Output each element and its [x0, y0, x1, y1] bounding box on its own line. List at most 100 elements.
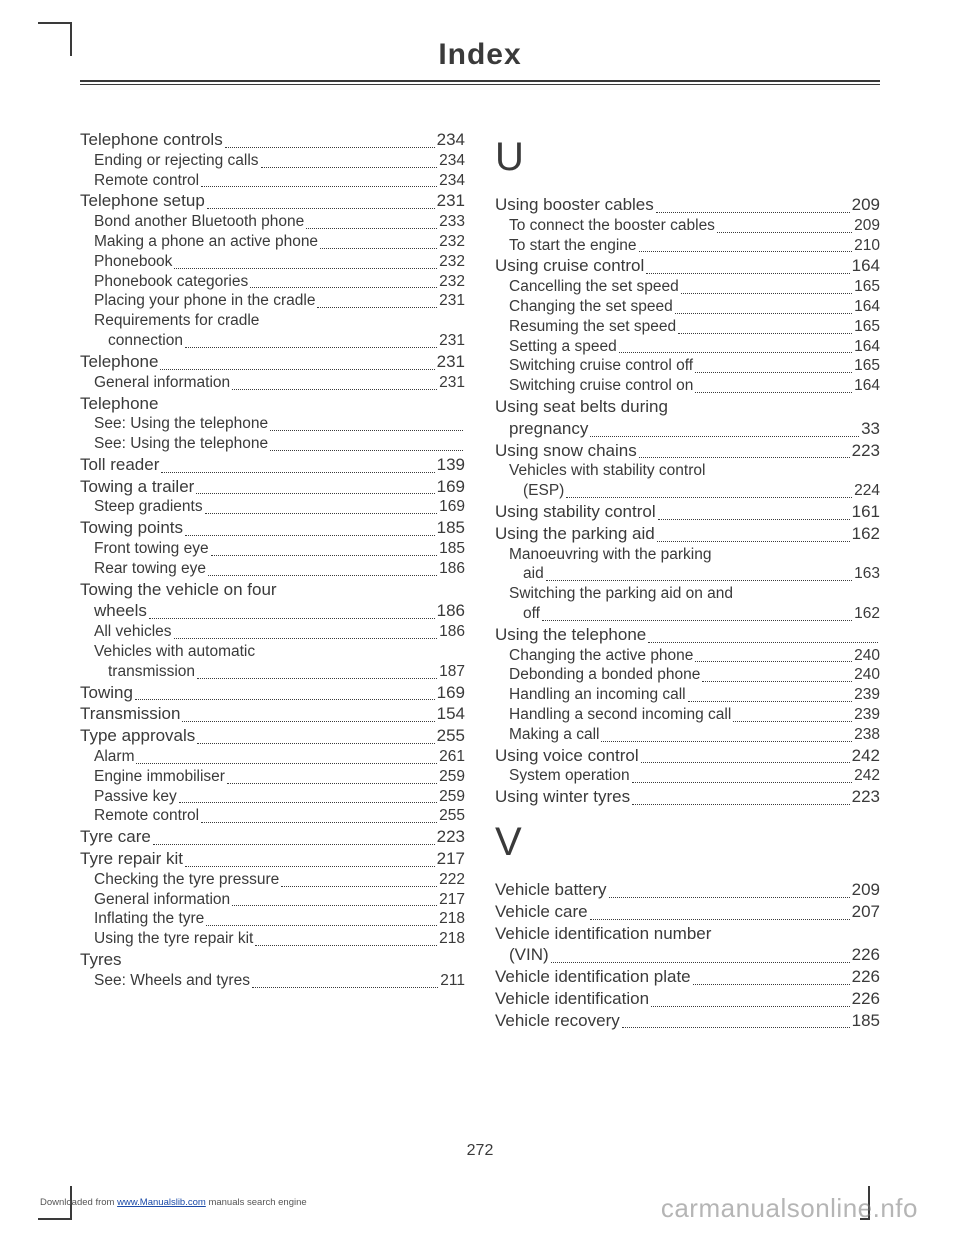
index-entry-primary: Tyres: [80, 949, 465, 971]
index-entry-secondary: Inflating the tyre218: [80, 909, 465, 929]
index-entry-primary: Towing the vehicle on four: [80, 579, 465, 601]
index-entry-label: Type approvals: [80, 725, 195, 747]
index-entry-label: pregnancy: [509, 418, 588, 440]
index-entry-page: 169: [437, 476, 465, 498]
index-entry-label: Using stability control: [495, 501, 656, 523]
index-entry-primary: Type approvals 255: [80, 725, 465, 747]
leader-dots: [632, 797, 850, 806]
index-entry-label: aid: [523, 564, 544, 584]
index-entry-primary: (VIN)226: [495, 944, 880, 966]
index-entry-label: Placing your phone in the cradle: [94, 291, 315, 311]
index-entry-secondary: System operation242: [495, 766, 880, 786]
index-entry-page: 217: [439, 890, 465, 910]
index-entry-label: Switching the parking aid on and: [509, 584, 733, 604]
index-entry-label: Remote control: [94, 171, 199, 191]
index-entry-page: 186: [437, 600, 465, 622]
index-entry-page: 234: [437, 129, 465, 151]
index-column-left: Telephone controls234Ending or rejecting…: [80, 129, 465, 1031]
index-entry-label: Steep gradients: [94, 497, 203, 517]
leader-dots: [639, 450, 850, 459]
leader-dots: [206, 918, 437, 927]
leader-dots: [695, 365, 852, 374]
index-entry-page: 261: [439, 747, 465, 767]
page-content: Index Telephone controls234Ending or rej…: [80, 38, 880, 1031]
index-entry-secondary: Bond another Bluetooth phone233: [80, 212, 465, 232]
index-entry-label: Using seat belts during: [495, 396, 668, 418]
index-entry-secondary: Changing the active phone240: [495, 646, 880, 666]
index-entry-primary: Towing169: [80, 682, 465, 704]
index-entry-secondary: Checking the tyre pressure222: [80, 870, 465, 890]
index-entry-page: 240: [854, 665, 880, 685]
index-entry-label: Making a call: [509, 725, 599, 745]
footer-suffix: manuals search engine: [206, 1197, 307, 1208]
index-entry-page: 255: [437, 725, 465, 747]
index-entry-label: Requirements for cradle: [94, 311, 259, 331]
index-entry-secondary: Resuming the set speed 165: [495, 317, 880, 337]
index-entry-label: (VIN): [509, 944, 549, 966]
index-entry-secondary: General information217: [80, 890, 465, 910]
index-entry-page: 231: [439, 291, 465, 311]
index-entry-page: 217: [437, 848, 465, 870]
index-entry-page: 169: [439, 497, 465, 517]
leader-dots: [174, 631, 438, 640]
leader-dots: [197, 670, 437, 679]
index-entry-secondary: See: Using the telephone: [80, 414, 465, 434]
index-entry-label: Phonebook: [94, 252, 172, 272]
index-entry-label: To connect the booster cables: [509, 216, 715, 236]
index-entry-secondary: Changing the set speed164: [495, 297, 880, 317]
index-entry-primary: Vehicle identification plate226: [495, 966, 880, 988]
index-entry-label: Passive key: [94, 787, 177, 807]
leader-dots: [174, 260, 437, 269]
leader-dots: [320, 240, 437, 249]
leader-dots: [609, 889, 850, 898]
leader-dots: [153, 836, 435, 845]
index-entry-label: Changing the active phone: [509, 646, 693, 666]
leader-dots: [317, 300, 437, 309]
page-number: 272: [0, 1142, 960, 1160]
index-entry-primary: Vehicle identification number: [495, 923, 880, 945]
index-column-right: U Using booster cables209To connect the …: [495, 129, 880, 1031]
footer-download-note: Downloaded from www.Manualslib.com manua…: [40, 1197, 307, 1208]
index-entry-secondary: Alarm 261: [80, 747, 465, 767]
leader-dots: [182, 714, 434, 723]
index-entry-page: 209: [854, 216, 880, 236]
index-entry-secondary: (ESP)224: [495, 481, 880, 501]
index-entry-label: Towing a trailer: [80, 476, 194, 498]
leader-dots: [185, 528, 435, 537]
index-entry-primary: Using voice control242: [495, 745, 880, 767]
index-entry-label: Setting a speed: [509, 337, 617, 357]
index-entry-page: 165: [854, 317, 880, 337]
index-entry-label: All vehicles: [94, 622, 172, 642]
index-entry-secondary: Switching cruise control off165: [495, 356, 880, 376]
index-entry-page: 232: [439, 272, 465, 292]
index-entry-secondary: Phonebook categories232: [80, 272, 465, 292]
index-entry-primary: Telephone: [80, 393, 465, 415]
index-entry-label: off: [523, 604, 540, 624]
leader-dots: [657, 533, 850, 542]
section-letter-v: V: [495, 820, 880, 865]
index-entry-label: Towing the vehicle on four: [80, 579, 277, 601]
leader-dots: [205, 506, 438, 515]
index-entry-secondary: Remote control234: [80, 171, 465, 191]
index-entry-label: Resuming the set speed: [509, 317, 676, 337]
index-entry-primary: Toll reader139: [80, 454, 465, 476]
leader-dots: [136, 755, 437, 764]
index-entry-page: 211: [440, 971, 465, 991]
index-entry-page: 162: [852, 523, 880, 545]
index-entry-secondary: See: Wheels and tyres211: [80, 971, 465, 991]
index-entry-page: 259: [439, 787, 465, 807]
index-entry-primary: Using the telephone: [495, 624, 880, 646]
leader-dots: [542, 612, 852, 621]
footer-link[interactable]: www.Manualslib.com: [117, 1197, 206, 1208]
index-entry-primary: Towing points185: [80, 517, 465, 539]
index-entry-page: 164: [852, 255, 880, 277]
leader-dots: [250, 280, 437, 289]
index-entry-primary: pregnancy33: [495, 418, 880, 440]
leader-dots: [646, 266, 849, 275]
leader-dots: [656, 204, 850, 213]
index-entry-secondary: See: Using the telephone: [80, 434, 465, 454]
index-entry-label: Alarm: [94, 747, 134, 767]
index-entry-primary: Tyre care223: [80, 826, 465, 848]
leader-dots: [641, 755, 850, 764]
index-entry-secondary: Engine immobiliser259: [80, 767, 465, 787]
